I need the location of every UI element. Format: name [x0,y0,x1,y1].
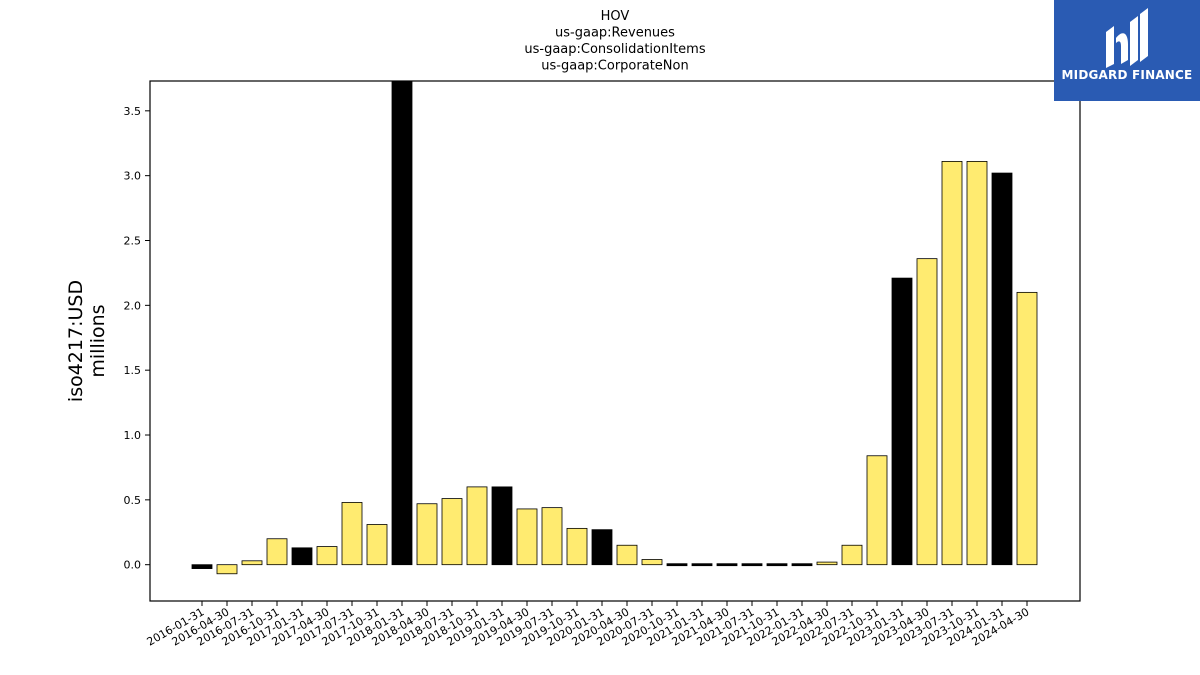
title-line-0: HOV [601,9,630,24]
bar-2023-07-31 [941,160,963,566]
y-tick-label: 0.5 [124,494,142,507]
y-label-line-1: millions [87,304,109,377]
y-tick-label: 2.0 [124,299,142,312]
bar-2023-04-30 [916,258,938,566]
bar-2019-01-31 [491,486,513,566]
bar-2016-07-31 [241,560,263,566]
bar-2018-07-31 [441,498,463,566]
y-axis-label: iso4217:USD millions [65,280,109,402]
bar-2016-10-31 [266,538,288,566]
y-tick-label: 2.5 [124,235,142,248]
y-label-line-0: iso4217:USD [65,280,87,402]
bar-2024-01-31 [991,172,1013,566]
plot-frame [149,80,1081,602]
bar-2020-07-31 [641,559,663,566]
logo-text: MIDGARD FINANCE [1061,68,1193,82]
y-tick-label: 1.0 [124,429,142,442]
y-tick-label: 1.5 [124,364,142,377]
bar-2018-01-31 [391,80,413,566]
bar-2021-07-31 [741,563,763,567]
bar-2017-01-31 [291,547,313,566]
y-tick-label: 3.5 [124,105,142,118]
bar-2019-04-30 [516,508,538,566]
title-line-2: us-gaap:ConsolidationItems [524,42,705,57]
bar-2022-04-30 [816,561,838,566]
bar-2017-04-30 [316,546,338,566]
bar-2016-04-30 [216,564,238,575]
y-tick-label: 0.0 [124,559,142,572]
bar-2021-01-31 [691,563,713,567]
bar-2017-10-31 [366,524,388,566]
bar-2019-07-31 [541,507,563,566]
title-line-3: us-gaap:CorporateNon [541,59,688,74]
title-line-1: us-gaap:Revenues [555,26,675,41]
midgard-logo-icon [1106,8,1148,68]
bar-2022-07-31 [841,544,863,566]
bar-2023-10-31 [966,160,988,566]
bar-2016-01-31 [191,564,213,569]
bar-2019-10-31 [566,527,588,566]
bar-2018-04-30 [416,503,438,566]
bar-2024-04-30 [1016,291,1038,566]
bar-2018-10-31 [466,486,488,566]
x-axis-ticks: 2016-01-312016-04-302016-07-312016-10-31… [145,601,1032,649]
bar-2023-01-31 [891,277,913,566]
bar-2017-07-31 [341,502,363,566]
bar-2020-01-31 [591,529,613,566]
midgard-finance-logo: MIDGARD FINANCE [1054,0,1200,101]
chart-title: HOV us-gaap:Revenuesus-gaap:Consolidation… [524,9,705,74]
bar-2022-01-31 [791,563,813,567]
bar-2022-10-31 [866,455,888,566]
bar-2021-04-30 [716,563,738,567]
bar-2020-04-30 [616,544,638,566]
y-axis-ticks: 0.0 0.5 1.0 1.5 2.0 2.5 3.0 3.5 [124,105,150,572]
bars [191,80,1038,575]
y-tick-label: 3.0 [124,170,142,183]
bar-2021-10-31 [766,563,788,567]
bar-2020-10-31 [666,563,688,567]
